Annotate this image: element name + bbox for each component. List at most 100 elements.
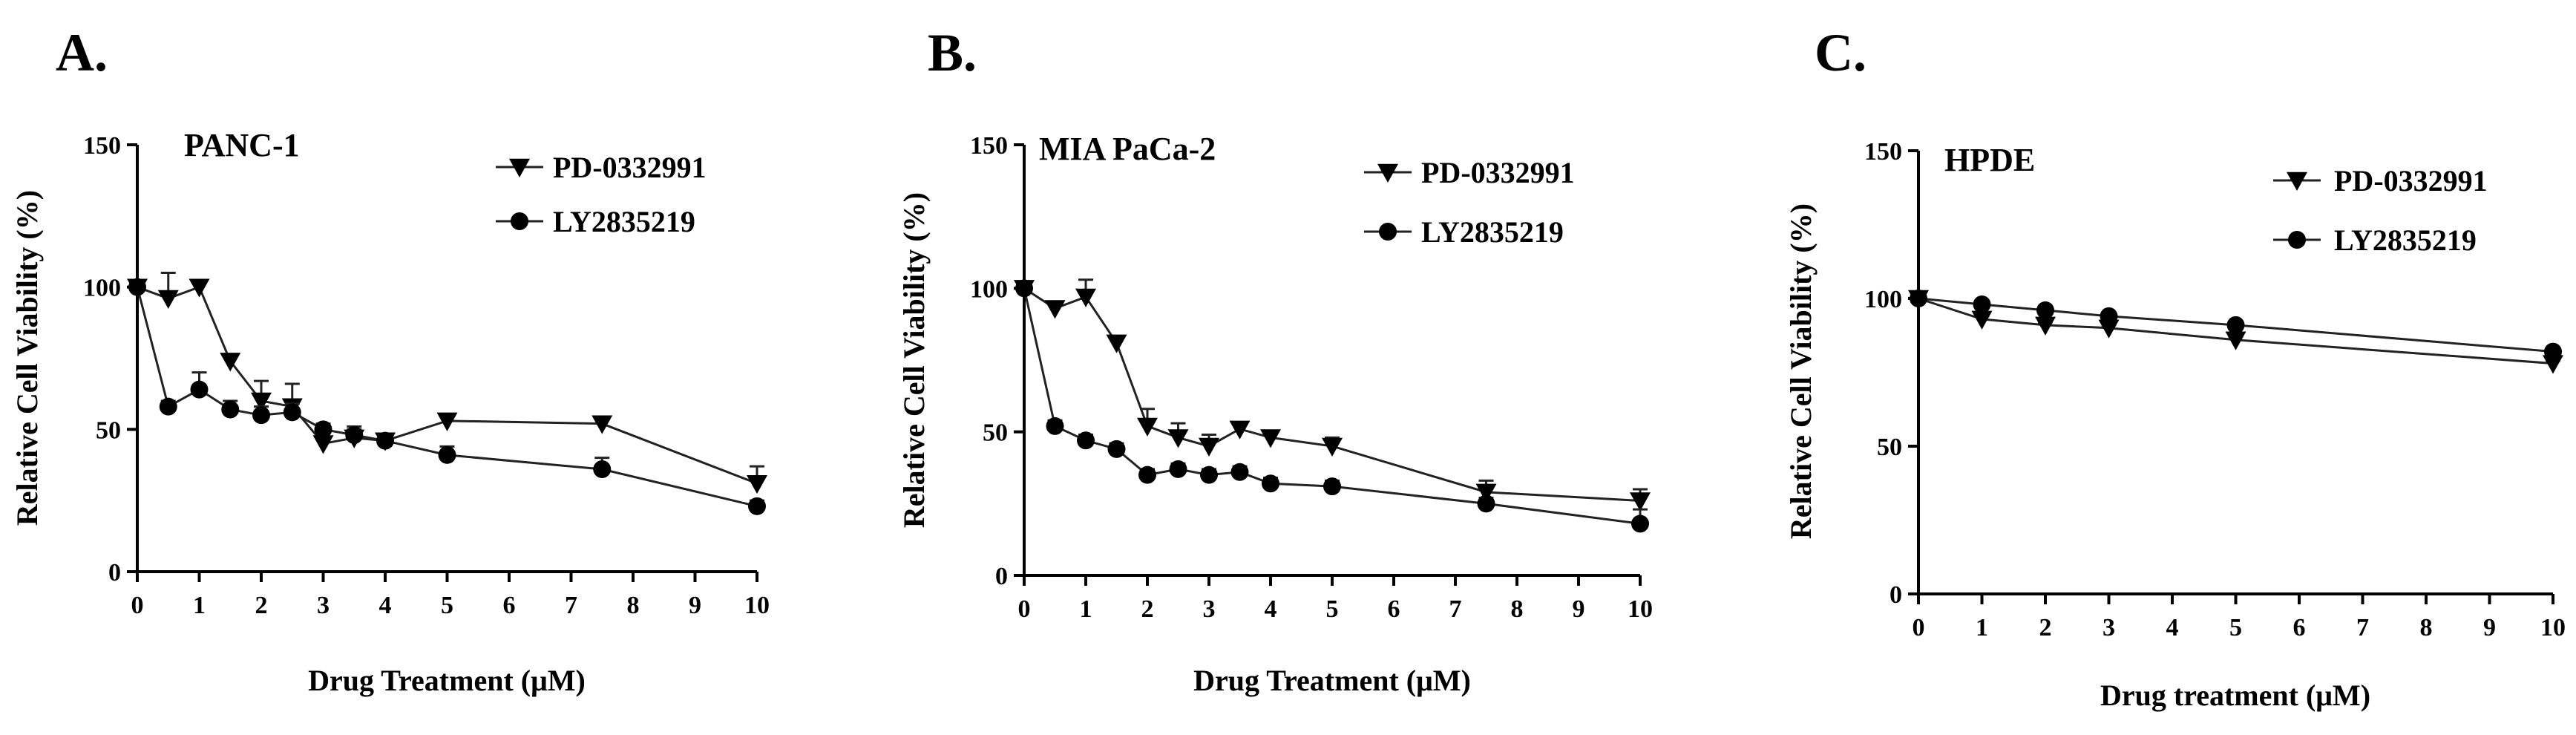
y-axis-title: Relative Cell Viability (%) <box>10 190 44 526</box>
x-tick-label: 5 <box>441 592 453 619</box>
data-point <box>2098 319 2120 339</box>
x-tick-label: 2 <box>2039 614 2052 641</box>
series-line <box>136 287 758 508</box>
x-tick-label: 8 <box>627 592 640 619</box>
x-tick-label: 3 <box>317 592 330 619</box>
panel-label: B. <box>928 23 977 82</box>
data-point <box>2226 316 2245 334</box>
legend-label: LY2835219 <box>1421 215 1564 249</box>
data-point <box>189 278 210 298</box>
series-line <box>1918 297 2554 365</box>
series-pd-0332991 <box>1014 278 1651 512</box>
x-tick-label: 0 <box>131 592 144 619</box>
data-point <box>345 426 364 444</box>
y-tick-label: 100 <box>1864 286 1902 313</box>
x-tick-label: 6 <box>2293 614 2306 641</box>
legend-circle-marker <box>511 212 528 230</box>
data-point <box>2225 331 2246 350</box>
x-tick-label: 9 <box>689 592 701 619</box>
x-tick-label: 7 <box>565 592 577 619</box>
series-ly2835219 <box>128 278 766 515</box>
data-point <box>1137 417 1158 437</box>
data-point <box>591 415 613 434</box>
legend-circle-marker <box>1379 223 1397 241</box>
x-tick-label: 3 <box>2103 614 2115 641</box>
panel-panc1: A. PANC-1 0 50 100 150 0 1 2 3 4 5 6 7 8 9 10 Drug Treatm… <box>10 23 770 697</box>
x-tick-label: 1 <box>1976 614 1988 641</box>
y-tick-label: 50 <box>96 416 121 444</box>
y-tick-label: 0 <box>1890 581 1902 609</box>
data-point <box>1322 437 1343 457</box>
x-tick-label: 6 <box>1388 595 1400 623</box>
data-point <box>747 474 767 494</box>
data-point <box>2100 307 2118 325</box>
data-point <box>221 400 240 419</box>
x-tick-label: 8 <box>1511 595 1524 623</box>
data-point <box>376 431 394 450</box>
data-point <box>1167 429 1189 448</box>
x-tick-label: 10 <box>1628 595 1653 623</box>
data-point <box>1077 431 1095 450</box>
data-point <box>312 435 334 454</box>
data-point <box>1075 288 1096 307</box>
data-point <box>1015 279 1033 298</box>
data-point <box>1973 295 1991 313</box>
x-tick-label: 2 <box>255 592 268 619</box>
data-point <box>1630 492 1651 512</box>
data-point <box>2543 355 2563 374</box>
y-tick-label: 100 <box>970 275 1008 303</box>
x-tick-label: 4 <box>379 592 392 619</box>
x-tick-label: 1 <box>1080 595 1092 623</box>
data-point <box>1910 290 1927 307</box>
data-point <box>1971 310 1993 330</box>
panel-label: C. <box>1815 23 1867 82</box>
series-line <box>1023 287 1641 502</box>
data-point <box>1107 440 1126 458</box>
data-point <box>1200 466 1218 484</box>
series-ly2835219 <box>1910 290 2562 361</box>
y-tick-label: 150 <box>970 132 1008 160</box>
y-tick-label: 0 <box>108 559 121 587</box>
data-point <box>252 406 270 425</box>
y-tick-label: 50 <box>983 419 1008 447</box>
data-point <box>190 380 209 399</box>
data-point <box>1477 494 1495 513</box>
y-axis-title: Relative Cell Viability (%) <box>897 192 931 528</box>
data-point <box>438 445 456 464</box>
legend-label: LY2835219 <box>2334 223 2477 257</box>
panel-hpde: C. HPDE 0 50 100 150 0 1 2 3 4 5 6 7 8 9 10 Drug treatmen… <box>1784 23 2566 712</box>
x-axis-title: Drug treatment (μM) <box>2100 679 2370 712</box>
y-tick-label: 100 <box>83 275 121 302</box>
legend-label: LY2835219 <box>553 205 695 238</box>
data-point <box>1169 460 1187 478</box>
data-point <box>128 278 146 296</box>
data-point <box>1230 463 1249 481</box>
legend-circle-marker <box>2288 231 2306 249</box>
x-tick-label: 8 <box>2420 614 2433 641</box>
data-point <box>2544 342 2562 361</box>
y-axis-title: Relative Cell Viability (%) <box>1784 203 1818 539</box>
legend-triangle-marker <box>2287 172 2307 191</box>
data-point <box>1229 420 1251 440</box>
chart-title: HPDE <box>1944 142 2035 178</box>
x-tick-label: 3 <box>1203 595 1216 623</box>
x-tick-label: 7 <box>1449 595 1462 623</box>
x-tick-label: 5 <box>2229 614 2242 641</box>
data-point <box>436 412 458 431</box>
data-point <box>1475 483 1497 503</box>
x-tick-label: 5 <box>1326 595 1339 623</box>
panel-label: A. <box>56 23 108 82</box>
data-point <box>1260 429 1281 448</box>
legend-label: PD-0332991 <box>553 151 707 184</box>
data-point <box>593 460 612 478</box>
chart-title: PANC-1 <box>184 127 300 163</box>
panel-mia-paca2: B. MIA PaCa-2 0 50 100 150 0 1 2 3 4 5 6 7 8 9 10 Drug Tr… <box>897 23 1653 697</box>
data-point <box>283 403 301 422</box>
y-tick-label: 50 <box>1877 434 1902 461</box>
x-tick-label: 0 <box>1018 595 1031 623</box>
x-tick-label: 10 <box>2540 614 2566 641</box>
x-tick-label: 0 <box>1913 614 1925 641</box>
series-line <box>137 285 758 485</box>
data-point <box>1106 334 1127 353</box>
